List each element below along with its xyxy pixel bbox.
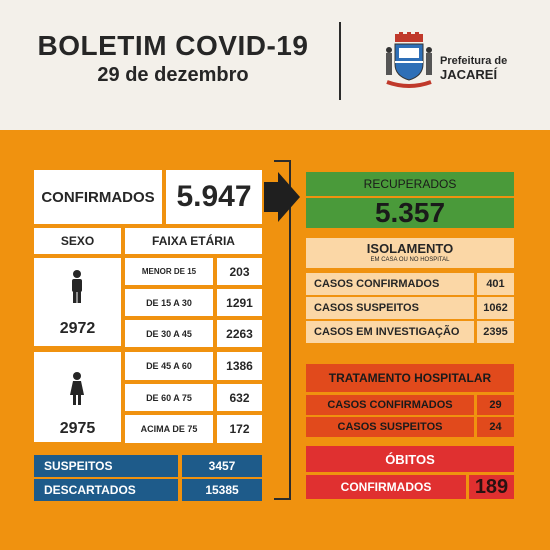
tratamento-row-label: CASOS CONFIRMADOS (306, 395, 474, 415)
recuperados-label: RECUPERADOS (306, 172, 514, 196)
bracket-line (289, 160, 291, 500)
isolamento-row-value: 2395 (477, 321, 514, 343)
age-range-label: DE 60 A 75 (125, 384, 213, 411)
suspeitos-label: SUSPEITOS (34, 455, 178, 477)
age-range-value: 632 (217, 384, 262, 411)
recuperados-value: 5.357 (306, 197, 514, 228)
person-dress-icon (70, 372, 84, 405)
arrow-right-icon (264, 172, 300, 222)
age-range-value: 1386 (217, 352, 262, 380)
city-name: JACAREÍ (440, 67, 498, 82)
tratamento-row-label: CASOS SUSPEITOS (306, 417, 474, 437)
person-icon (72, 270, 82, 303)
age-range-label: MENOR DE 15 (125, 258, 213, 285)
age-range-value: 203 (217, 258, 262, 285)
confirmados-value: 5.947 (166, 170, 262, 224)
tratamento-title: TRATAMENTO HOSPITALAR (306, 364, 514, 392)
bulletin-date: 29 de dezembro (97, 64, 249, 86)
tratamento-row-value: 24 (477, 417, 514, 437)
female-total: 2975 (59, 420, 96, 437)
isolamento-row-value: 401 (477, 273, 514, 295)
isolamento-title: ISOLAMENTO (366, 241, 454, 256)
faixa-etaria-header: FAIXA ETÁRIA (125, 228, 262, 254)
coat-of-arms-logo (386, 32, 432, 88)
age-range-value: 172 (217, 415, 262, 443)
page-title: BOLETIM COVID-19 (37, 30, 309, 61)
prefeitura-label: Prefeitura de (440, 55, 508, 67)
male-total: 2972 (59, 320, 96, 337)
isolamento-row-label: CASOS EM INVESTIGAÇÃO (306, 321, 474, 343)
isolamento-header (306, 238, 514, 268)
obitos-value: 189 (469, 475, 514, 499)
tratamento-row-value: 29 (477, 395, 514, 415)
obitos-title: ÓBITOS (306, 446, 514, 472)
header-divider (339, 22, 341, 100)
suspeitos-value: 3457 (182, 455, 262, 477)
confirmados-label: CONFIRMADOS (34, 170, 162, 224)
isolamento-subtitle: EM CASA OU NO HOSPITAL (370, 257, 450, 263)
age-range-label: ACIMA DE 75 (125, 415, 213, 443)
sexo-header: SEXO (34, 228, 121, 254)
descartados-value: 15385 (182, 479, 262, 501)
header (0, 0, 550, 130)
age-range-label: DE 15 A 30 (125, 289, 213, 316)
isolamento-row-label: CASOS CONFIRMADOS (306, 273, 474, 295)
isolamento-row-label: CASOS SUSPEITOS (306, 297, 474, 319)
descartados-label: DESCARTADOS (34, 479, 178, 501)
age-range-value: 2263 (217, 320, 262, 347)
obitos-label: CONFIRMADOS (306, 475, 466, 499)
isolamento-row-value: 1062 (477, 297, 514, 319)
bracket-bottom (274, 498, 291, 500)
age-range-label: DE 45 A 60 (125, 352, 213, 380)
age-range-value: 1291 (217, 289, 262, 316)
bracket-top (274, 160, 291, 162)
age-range-label: DE 30 A 45 (125, 320, 213, 347)
female-block (34, 352, 121, 442)
